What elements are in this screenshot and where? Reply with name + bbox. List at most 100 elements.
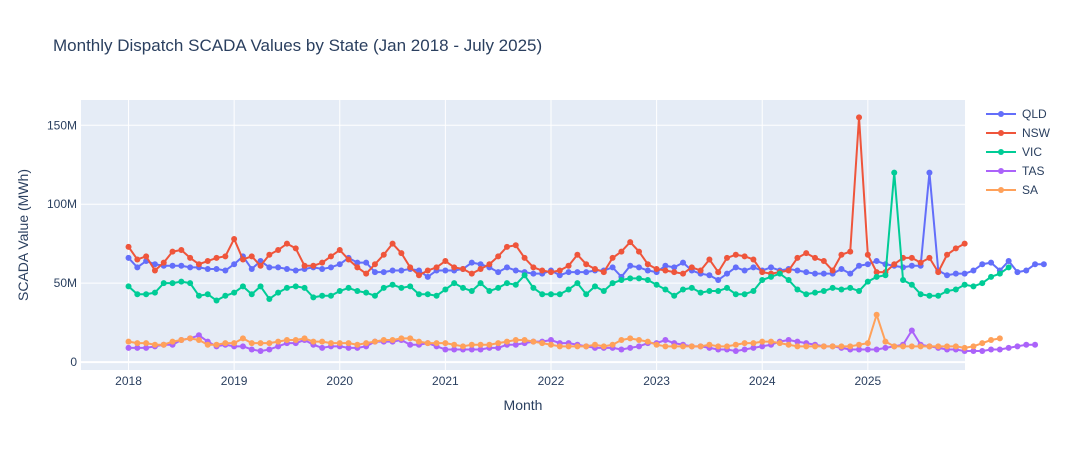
- data-point-sa[interactable]: [900, 343, 907, 350]
- data-point-qld[interactable]: [979, 261, 986, 268]
- data-point-sa[interactable]: [495, 340, 502, 347]
- data-point-qld[interactable]: [1032, 261, 1039, 268]
- data-point-nsw[interactable]: [231, 235, 238, 242]
- data-point-qld[interactable]: [820, 270, 827, 277]
- data-point-vic[interactable]: [495, 284, 502, 291]
- data-point-qld[interactable]: [424, 273, 431, 280]
- data-point-vic[interactable]: [169, 280, 176, 287]
- data-point-vic[interactable]: [143, 291, 150, 298]
- data-point-vic[interactable]: [213, 297, 220, 304]
- data-point-qld[interactable]: [371, 269, 378, 276]
- data-point-tas[interactable]: [512, 341, 519, 348]
- data-point-nsw[interactable]: [724, 254, 731, 261]
- data-point-vic[interactable]: [187, 280, 194, 287]
- data-point-tas[interactable]: [319, 344, 326, 351]
- data-point-vic[interactable]: [301, 284, 308, 291]
- data-point-sa[interactable]: [644, 338, 651, 345]
- data-point-qld[interactable]: [178, 262, 185, 269]
- data-point-sa[interactable]: [310, 338, 317, 345]
- data-point-sa[interactable]: [636, 337, 642, 343]
- data-point-nsw[interactable]: [600, 269, 607, 276]
- data-point-qld[interactable]: [847, 270, 854, 277]
- data-point-vic[interactable]: [451, 280, 458, 287]
- data-point-sa[interactable]: [415, 338, 422, 345]
- data-point-qld[interactable]: [908, 262, 915, 269]
- data-point-qld[interactable]: [952, 270, 959, 277]
- data-point-qld[interactable]: [380, 269, 387, 276]
- data-point-tas[interactable]: [1005, 344, 1012, 351]
- data-point-nsw[interactable]: [961, 240, 968, 247]
- data-point-nsw[interactable]: [336, 247, 343, 253]
- data-point-vic[interactable]: [636, 275, 642, 282]
- data-point-vic[interactable]: [838, 286, 845, 293]
- data-point-qld[interactable]: [363, 259, 370, 266]
- data-point-vic[interactable]: [600, 288, 607, 295]
- data-point-sa[interactable]: [732, 341, 739, 348]
- data-point-nsw[interactable]: [169, 248, 176, 255]
- data-point-sa[interactable]: [459, 343, 466, 350]
- data-point-nsw[interactable]: [644, 261, 651, 268]
- data-point-vic[interactable]: [908, 281, 915, 288]
- data-point-qld[interactable]: [926, 169, 933, 176]
- data-point-qld[interactable]: [803, 269, 810, 276]
- data-point-sa[interactable]: [759, 338, 766, 345]
- data-point-nsw[interactable]: [195, 261, 202, 268]
- data-point-tas[interactable]: [662, 337, 669, 343]
- data-point-tas[interactable]: [732, 348, 739, 355]
- data-point-nsw[interactable]: [354, 264, 361, 271]
- data-point-nsw[interactable]: [715, 269, 722, 276]
- data-point-tas[interactable]: [257, 348, 264, 355]
- data-point-vic[interactable]: [680, 286, 687, 293]
- data-point-qld[interactable]: [213, 265, 220, 272]
- data-point-vic[interactable]: [477, 280, 484, 287]
- data-point-sa[interactable]: [724, 343, 731, 350]
- data-point-nsw[interactable]: [521, 254, 528, 261]
- data-point-sa[interactable]: [926, 343, 933, 350]
- data-point-vic[interactable]: [336, 288, 343, 295]
- data-point-sa[interactable]: [917, 343, 924, 350]
- data-point-vic[interactable]: [979, 280, 986, 287]
- data-point-vic[interactable]: [204, 291, 211, 298]
- data-point-tas[interactable]: [636, 343, 642, 350]
- data-point-vic[interactable]: [591, 283, 598, 290]
- data-point-vic[interactable]: [926, 292, 933, 299]
- data-point-vic[interactable]: [415, 291, 422, 298]
- data-point-vic[interactable]: [231, 289, 238, 296]
- data-point-sa[interactable]: [204, 341, 211, 348]
- data-point-nsw[interactable]: [680, 270, 687, 277]
- data-point-nsw[interactable]: [283, 240, 290, 247]
- data-point-vic[interactable]: [160, 280, 167, 287]
- data-point-nsw[interactable]: [547, 269, 554, 276]
- data-point-sa[interactable]: [794, 343, 801, 350]
- data-point-sa[interactable]: [697, 343, 704, 350]
- data-point-tas[interactable]: [275, 343, 282, 350]
- data-point-qld[interactable]: [275, 264, 282, 271]
- data-point-qld[interactable]: [283, 265, 290, 272]
- data-point-nsw[interactable]: [213, 254, 220, 261]
- data-point-vic[interactable]: [688, 284, 695, 291]
- data-point-vic[interactable]: [354, 288, 361, 295]
- data-point-sa[interactable]: [618, 337, 625, 343]
- data-point-vic[interactable]: [178, 278, 185, 285]
- data-point-qld[interactable]: [495, 269, 502, 276]
- data-point-sa[interactable]: [547, 341, 554, 348]
- data-point-tas[interactable]: [882, 344, 889, 351]
- data-point-vic[interactable]: [363, 289, 370, 296]
- data-point-qld[interactable]: [125, 254, 132, 261]
- data-point-nsw[interactable]: [248, 253, 255, 260]
- data-point-sa[interactable]: [935, 343, 942, 350]
- data-point-vic[interactable]: [935, 292, 942, 299]
- data-point-tas[interactable]: [794, 338, 801, 345]
- data-point-qld[interactable]: [961, 270, 968, 277]
- data-point-vic[interactable]: [970, 283, 977, 290]
- data-point-sa[interactable]: [671, 343, 678, 350]
- data-point-nsw[interactable]: [389, 240, 396, 247]
- data-point-sa[interactable]: [160, 341, 167, 348]
- data-point-nsw[interactable]: [495, 253, 502, 260]
- data-point-nsw[interactable]: [275, 247, 282, 253]
- data-point-qld[interactable]: [1014, 269, 1021, 276]
- data-point-sa[interactable]: [715, 343, 722, 350]
- data-point-vic[interactable]: [565, 286, 572, 293]
- data-point-nsw[interactable]: [891, 261, 898, 268]
- data-point-sa[interactable]: [151, 341, 158, 348]
